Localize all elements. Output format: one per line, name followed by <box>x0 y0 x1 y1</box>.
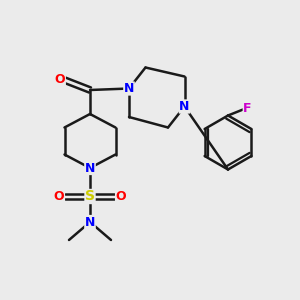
Text: F: F <box>243 101 252 115</box>
Text: N: N <box>85 215 95 229</box>
Text: N: N <box>179 100 190 113</box>
Text: O: O <box>55 73 65 86</box>
Text: N: N <box>85 161 95 175</box>
Text: N: N <box>124 82 134 95</box>
Text: S: S <box>85 190 95 203</box>
Text: O: O <box>116 190 126 203</box>
Text: O: O <box>54 190 64 203</box>
